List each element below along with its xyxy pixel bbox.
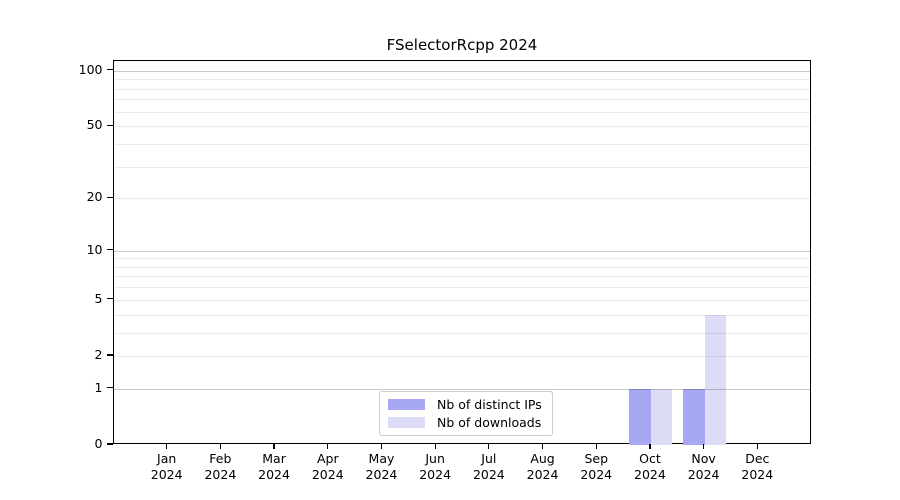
- y-tick: [106, 196, 113, 198]
- x-tick: [166, 444, 168, 449]
- legend-item-downloads: Nb of downloads: [388, 415, 542, 430]
- y-tick-label: 100: [78, 61, 103, 77]
- gridline-major: [114, 250, 810, 252]
- x-tick-label: Jan 2024: [150, 451, 183, 482]
- y-tick: [106, 124, 113, 126]
- bar-distinct-ips-oct: [629, 388, 651, 445]
- gridline-minor: [114, 99, 810, 101]
- gridline-minor: [114, 143, 810, 145]
- gridline-minor: [114, 258, 810, 260]
- x-tick-label: May 2024: [365, 451, 398, 482]
- x-tick: [219, 444, 221, 449]
- gridline-minor: [114, 111, 810, 113]
- legend-item-distinct-ips: Nb of distinct IPs: [388, 397, 542, 412]
- x-tick-label: Feb 2024: [204, 451, 237, 482]
- gridline-minor: [114, 276, 810, 278]
- gridline-minor: [114, 88, 810, 90]
- gridline-minor: [114, 287, 810, 289]
- x-tick: [488, 444, 490, 449]
- gridline-minor: [114, 79, 810, 81]
- x-tick: [756, 444, 758, 449]
- gridline-minor: [114, 299, 810, 301]
- gridline-minor: [114, 332, 810, 334]
- x-tick-label: Nov 2024: [687, 451, 720, 482]
- x-tick-label: Sep 2024: [580, 451, 613, 482]
- x-tick-label: Aug 2024: [526, 451, 559, 482]
- gridline-minor: [114, 355, 810, 357]
- x-tick-label: Dec 2024: [741, 451, 774, 482]
- y-tick-label: 0: [94, 436, 103, 451]
- y-tick-label: 5: [94, 290, 103, 306]
- gridline-minor: [114, 198, 810, 200]
- x-tick: [273, 444, 275, 449]
- gridline-major: [114, 70, 810, 72]
- y-tick-label: 20: [86, 189, 103, 205]
- bar-distinct-ips-nov: [683, 388, 705, 445]
- x-tick-label: Jun 2024: [419, 451, 452, 482]
- gridline-major: [114, 388, 810, 390]
- x-tick: [327, 444, 329, 449]
- x-tick-label: Mar 2024: [258, 451, 290, 482]
- y-tick: [106, 443, 113, 445]
- x-tick: [434, 444, 436, 449]
- gridline-minor: [114, 266, 810, 268]
- legend-label-distinct-ips: Nb of distinct IPs: [437, 397, 542, 412]
- x-tick-label: Jul 2024: [472, 451, 505, 482]
- y-tick: [106, 298, 113, 300]
- y-tick-label: 2: [94, 346, 103, 362]
- y-tick: [106, 354, 113, 356]
- legend-label-downloads: Nb of downloads: [437, 415, 542, 430]
- bars-layer: [114, 61, 810, 445]
- y-tick-label: 50: [86, 117, 103, 133]
- y-tick: [106, 69, 113, 71]
- gridline-minor: [114, 166, 810, 168]
- chart-title: FSelectorRcpp 2024: [386, 36, 538, 54]
- bar-downloads-nov: [704, 314, 727, 445]
- legend-swatch-distinct-ips-icon: [388, 399, 425, 410]
- x-tick-label: Apr 2024: [311, 451, 344, 482]
- gridline-minor: [114, 126, 810, 128]
- plot-area: Nb of distinct IPs Nb of downloads: [113, 60, 811, 445]
- x-tick-label: Oct 2024: [634, 451, 666, 482]
- x-tick: [703, 444, 705, 449]
- bar-downloads-oct: [650, 388, 673, 445]
- y-tick: [106, 387, 113, 389]
- grid-layer: [114, 61, 810, 443]
- y-tick: [106, 248, 113, 251]
- legend: Nb of distinct IPs Nb of downloads: [379, 391, 553, 436]
- y-tick-label: 10: [86, 241, 103, 257]
- x-tick: [595, 444, 597, 449]
- x-tick: [380, 444, 383, 449]
- gridline-minor: [114, 314, 810, 316]
- x-tick: [649, 444, 651, 449]
- y-tick-label: 1: [94, 379, 103, 395]
- x-tick: [541, 444, 544, 449]
- legend-swatch-downloads-icon: [388, 417, 425, 428]
